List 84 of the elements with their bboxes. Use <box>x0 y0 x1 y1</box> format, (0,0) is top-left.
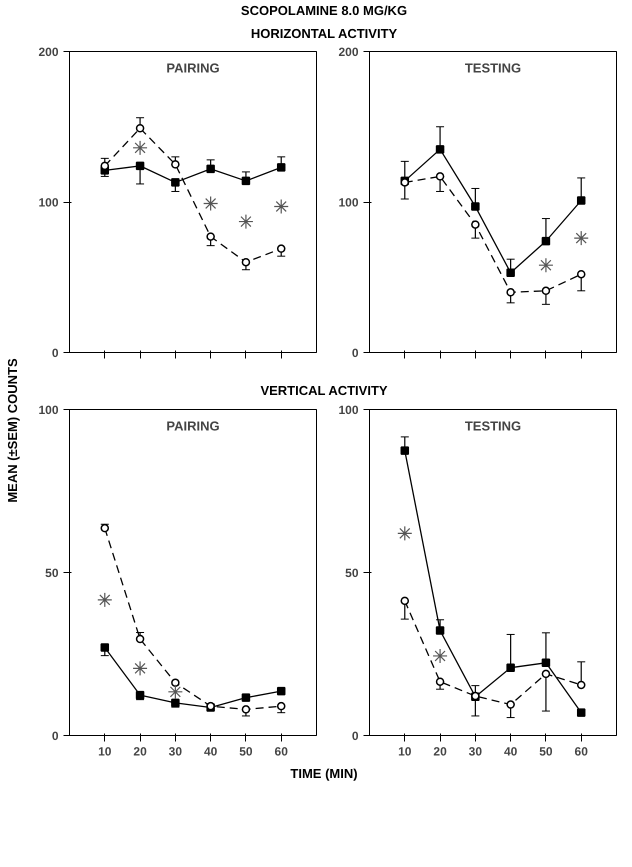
y-tick-label: 50 <box>345 566 359 580</box>
point <box>436 677 444 686</box>
x-axis-title: TIME (MIN) <box>290 764 358 783</box>
point <box>506 700 515 708</box>
y-tick-label: 100 <box>338 196 359 210</box>
x-tick-label: 20 <box>133 744 148 758</box>
x-tick-label: 20 <box>433 744 448 758</box>
point <box>136 634 144 643</box>
point <box>506 663 515 672</box>
point <box>100 642 110 652</box>
point <box>576 708 586 717</box>
text: TESTING <box>464 60 522 76</box>
y-tick-label: 100 <box>38 402 59 417</box>
point <box>168 684 183 700</box>
y-tick-label: 0 <box>52 728 59 743</box>
text: SCOPOLAMINE 8.0 MG/KG <box>240 2 408 20</box>
point <box>400 596 410 605</box>
point <box>432 648 448 664</box>
point <box>506 288 515 297</box>
point <box>171 678 180 687</box>
point <box>576 196 586 205</box>
x-tick-label: 50 <box>239 744 253 758</box>
point <box>203 196 218 212</box>
point <box>274 199 289 214</box>
x-tick-label: 10 <box>398 744 412 758</box>
point <box>574 230 589 246</box>
y-tick-label: 100 <box>38 196 59 210</box>
point <box>542 286 550 296</box>
point <box>136 162 144 170</box>
x-tick-label: 50 <box>539 744 553 758</box>
y-tick-label: 200 <box>338 45 359 60</box>
y-tick-label: 50 <box>45 566 59 580</box>
x-tick-label: 60 <box>574 744 588 758</box>
point <box>542 669 550 678</box>
point <box>171 698 180 707</box>
point <box>471 202 480 211</box>
point <box>206 164 215 174</box>
point <box>238 214 254 230</box>
x-tick-label: 60 <box>274 744 288 758</box>
point <box>136 690 144 700</box>
point <box>276 163 286 172</box>
point <box>276 244 286 254</box>
y-tick-label: 0 <box>352 728 359 743</box>
point <box>132 660 148 676</box>
y-axis-title: MEAN (±SEM) COUNTS <box>5 358 20 503</box>
point <box>506 268 515 278</box>
point <box>242 176 250 186</box>
point <box>276 686 286 696</box>
x-tick-label: 30 <box>168 744 182 758</box>
y-tick-label: 0 <box>52 346 59 360</box>
point <box>397 525 412 541</box>
point <box>538 258 554 273</box>
point <box>100 524 110 532</box>
point <box>542 658 550 667</box>
point <box>542 237 550 246</box>
point <box>171 178 180 187</box>
point <box>576 270 586 279</box>
text: PAIRING <box>166 60 220 76</box>
x-tick-label: 40 <box>204 744 218 758</box>
y-tick-label: 200 <box>38 45 59 60</box>
y-tick-label: 100 <box>338 402 359 417</box>
text: TESTING <box>464 418 522 434</box>
point <box>242 258 250 267</box>
point <box>471 220 480 229</box>
point <box>436 172 444 181</box>
x-tick-label: 30 <box>468 744 482 758</box>
point <box>136 124 144 133</box>
point <box>242 704 250 714</box>
point <box>576 680 586 689</box>
x-tick-label: 10 <box>98 744 112 758</box>
text: VERTICAL ACTIVITY <box>260 382 388 400</box>
point <box>206 232 215 241</box>
point <box>132 140 148 156</box>
point <box>242 693 250 702</box>
point <box>171 160 180 169</box>
point <box>97 592 112 608</box>
point <box>276 702 286 710</box>
point <box>436 145 444 154</box>
text: HORIZONTAL ACTIVITY <box>250 24 398 43</box>
point <box>400 446 410 455</box>
point <box>436 626 444 634</box>
y-tick-label: 0 <box>352 346 359 360</box>
text: PAIRING <box>166 418 220 434</box>
x-tick-label: 40 <box>504 744 518 758</box>
